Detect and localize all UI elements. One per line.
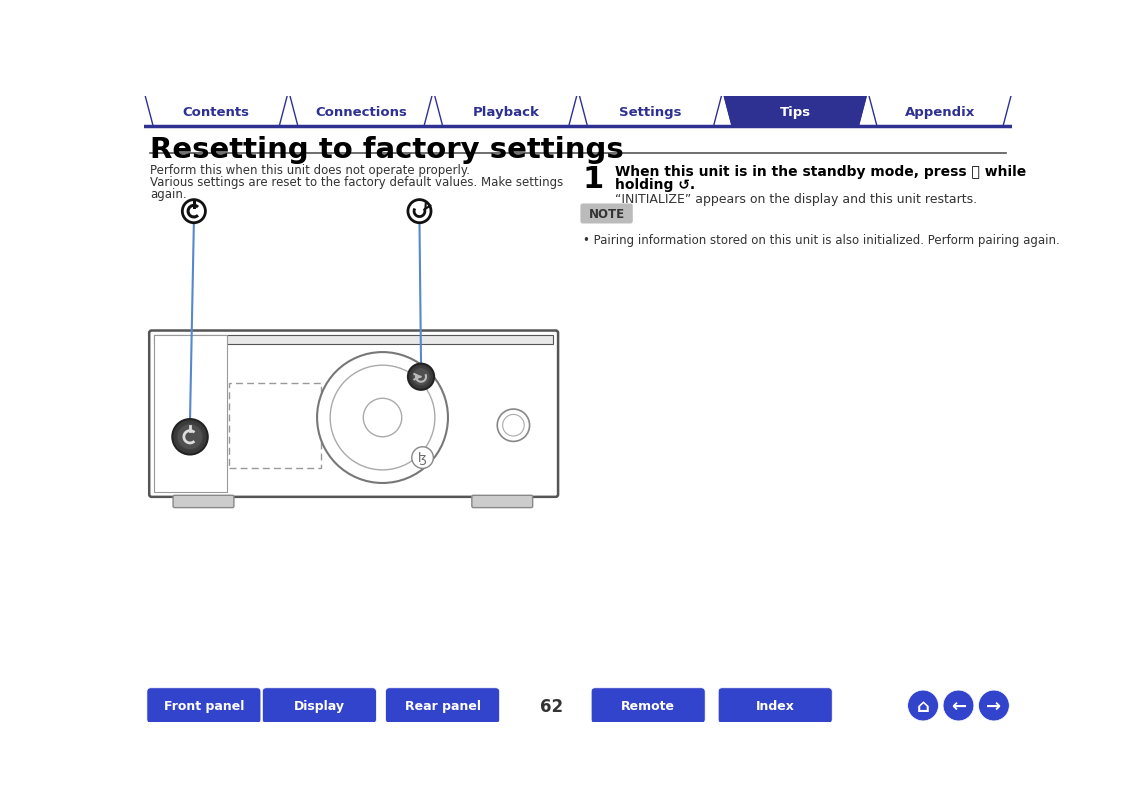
FancyBboxPatch shape bbox=[591, 688, 705, 723]
FancyBboxPatch shape bbox=[581, 204, 633, 224]
Circle shape bbox=[177, 424, 203, 450]
Circle shape bbox=[908, 690, 938, 721]
FancyBboxPatch shape bbox=[386, 688, 500, 723]
Circle shape bbox=[173, 419, 208, 455]
Circle shape bbox=[183, 200, 205, 224]
Text: Appendix: Appendix bbox=[905, 105, 975, 118]
Circle shape bbox=[408, 364, 434, 390]
FancyBboxPatch shape bbox=[147, 688, 261, 723]
Text: Various settings are reset to the factory default values. Make settings: Various settings are reset to the factor… bbox=[150, 176, 563, 189]
Text: Settings: Settings bbox=[619, 105, 681, 118]
Circle shape bbox=[497, 410, 529, 442]
FancyBboxPatch shape bbox=[719, 688, 832, 723]
Text: Front panel: Front panel bbox=[164, 699, 244, 712]
Polygon shape bbox=[435, 97, 576, 127]
Text: ⌂: ⌂ bbox=[917, 697, 929, 714]
Text: Remote: Remote bbox=[622, 699, 676, 712]
Polygon shape bbox=[580, 97, 721, 127]
Circle shape bbox=[331, 366, 435, 470]
Circle shape bbox=[943, 690, 973, 721]
Text: 62: 62 bbox=[540, 697, 564, 714]
Text: Index: Index bbox=[756, 699, 794, 712]
Text: Tips: Tips bbox=[779, 105, 811, 118]
Circle shape bbox=[503, 415, 525, 436]
Text: →: → bbox=[986, 697, 1002, 714]
Circle shape bbox=[412, 447, 433, 469]
Circle shape bbox=[363, 399, 402, 437]
Text: Rear panel: Rear panel bbox=[405, 699, 481, 712]
Circle shape bbox=[408, 200, 431, 224]
Text: 1: 1 bbox=[583, 165, 603, 194]
Circle shape bbox=[978, 690, 1010, 721]
Text: • Pairing information stored on this unit is also initialized. Perform pairing a: • Pairing information stored on this uni… bbox=[583, 234, 1059, 247]
Circle shape bbox=[317, 353, 448, 483]
Text: ɮ: ɮ bbox=[418, 452, 426, 465]
Text: again.: again. bbox=[150, 188, 186, 201]
Text: Connections: Connections bbox=[315, 105, 407, 118]
Bar bbox=[153, 336, 227, 492]
Text: When this unit is in the standby mode, press ⭘ while: When this unit is in the standby mode, p… bbox=[615, 165, 1026, 179]
Bar bbox=[153, 336, 554, 344]
Bar bbox=[229, 384, 321, 468]
Text: Display: Display bbox=[294, 699, 345, 712]
FancyBboxPatch shape bbox=[263, 688, 377, 723]
Text: “INITIALIZE” appears on the display and this unit restarts.: “INITIALIZE” appears on the display and … bbox=[615, 193, 977, 206]
Polygon shape bbox=[870, 97, 1011, 127]
FancyBboxPatch shape bbox=[149, 331, 558, 497]
FancyBboxPatch shape bbox=[173, 496, 233, 508]
Text: ←: ← bbox=[951, 697, 966, 714]
Text: Perform this when this unit does not operate properly.: Perform this when this unit does not ope… bbox=[150, 164, 470, 177]
FancyBboxPatch shape bbox=[472, 496, 532, 508]
Text: Playback: Playback bbox=[473, 105, 539, 118]
Text: Resetting to factory settings: Resetting to factory settings bbox=[150, 135, 624, 164]
Polygon shape bbox=[290, 97, 432, 127]
Circle shape bbox=[412, 368, 430, 387]
Polygon shape bbox=[724, 97, 866, 127]
Text: NOTE: NOTE bbox=[589, 208, 625, 221]
Text: holding ↺.: holding ↺. bbox=[615, 178, 695, 192]
Text: Contents: Contents bbox=[183, 105, 249, 118]
Polygon shape bbox=[146, 97, 287, 127]
